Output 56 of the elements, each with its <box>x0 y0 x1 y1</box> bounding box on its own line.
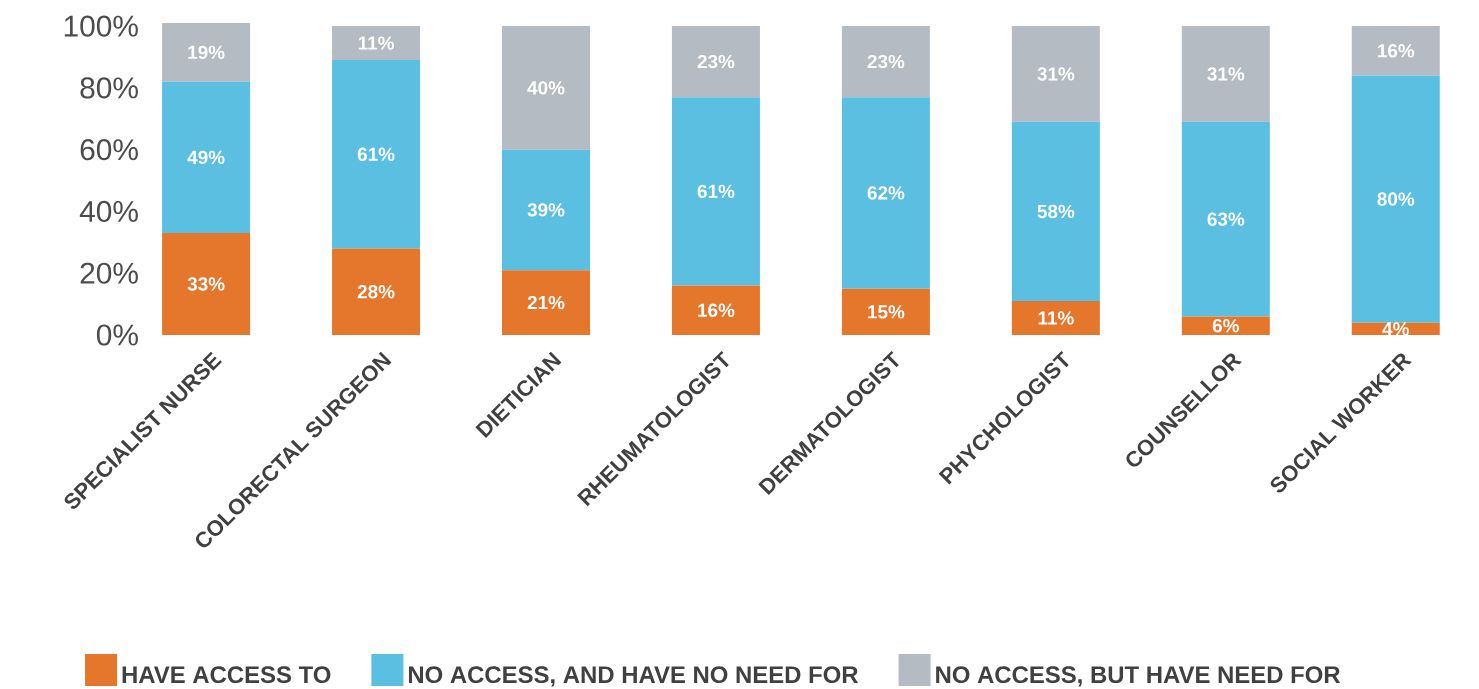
data-label: 61% <box>357 147 395 161</box>
y-tick-label: 0% <box>96 324 138 346</box>
data-label: 6% <box>1212 319 1239 333</box>
bar <box>1181 316 1270 335</box>
bar <box>332 60 421 249</box>
data-label: 15% <box>868 305 905 319</box>
bar <box>1181 121 1270 317</box>
bar <box>1011 301 1100 335</box>
legend-label: NO ACCESS, AND HAVE NO NEED FOR <box>408 666 859 687</box>
bar <box>501 149 590 271</box>
bar <box>1011 121 1100 302</box>
data-label: 23% <box>697 54 735 69</box>
bar <box>332 26 421 61</box>
data-label: 16% <box>1378 44 1415 58</box>
data-label: 19% <box>188 45 225 60</box>
data-label: 33% <box>187 277 225 291</box>
bar <box>162 23 251 82</box>
data-label: 49% <box>187 150 225 165</box>
data-label: 58% <box>1037 204 1075 219</box>
data-label: 40% <box>527 81 565 95</box>
bar <box>671 97 760 286</box>
y-tick-label: 80% <box>80 77 138 99</box>
data-label: 23% <box>867 54 905 69</box>
data-label: 16% <box>698 303 735 317</box>
bar <box>671 26 760 98</box>
data-label: 31% <box>1207 67 1245 81</box>
data-label: 31% <box>1037 67 1075 81</box>
bar <box>841 26 930 98</box>
bar <box>1351 26 1440 76</box>
legend-label: HAVE ACCESS TO <box>122 666 331 684</box>
y-tick-label: 40% <box>79 200 138 223</box>
bar <box>1351 75 1440 323</box>
legend-label: NO ACCESS, BUT HAVE NEED FOR <box>936 666 1341 687</box>
bar <box>841 97 930 289</box>
bar <box>501 26 590 150</box>
data-label: 4% <box>1382 322 1409 336</box>
data-label: 28% <box>357 285 395 299</box>
bar <box>841 288 930 335</box>
bar <box>501 270 590 335</box>
data-label: 80% <box>1377 192 1415 206</box>
data-label: 62% <box>867 186 905 200</box>
data-label: 63% <box>1207 212 1245 226</box>
y-tick-label: 100% <box>64 15 138 37</box>
bar <box>1011 26 1100 122</box>
data-label: 61% <box>697 184 735 199</box>
data-label: 39% <box>527 203 565 217</box>
bar <box>332 248 421 335</box>
bar <box>162 233 251 335</box>
y-tick-label: 60% <box>80 139 138 161</box>
data-label: 21% <box>527 295 565 310</box>
bar <box>162 81 251 234</box>
bar <box>671 285 760 335</box>
data-label: 11% <box>358 36 394 50</box>
bar <box>1181 26 1270 122</box>
y-tick-label: 20% <box>80 262 138 284</box>
data-label: 11% <box>1038 311 1074 325</box>
